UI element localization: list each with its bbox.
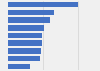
- Bar: [8, 64, 30, 69]
- Bar: [8, 2, 78, 7]
- Bar: [8, 48, 41, 54]
- Bar: [8, 25, 44, 31]
- Bar: [8, 56, 40, 61]
- Bar: [8, 17, 50, 23]
- Bar: [8, 33, 42, 38]
- Bar: [8, 40, 42, 46]
- Bar: [8, 10, 54, 15]
